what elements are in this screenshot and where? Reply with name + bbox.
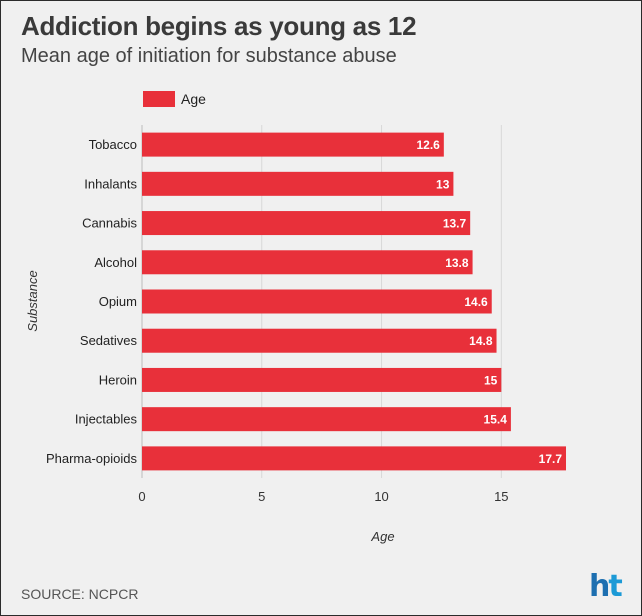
category-label: Sedatives [80, 333, 138, 348]
bar [142, 367, 502, 392]
bar [142, 328, 497, 353]
x-tick-label: 0 [138, 489, 145, 504]
category-label: Tobacco [89, 137, 137, 152]
legend-swatch [143, 91, 175, 107]
chart-subtitle: Mean age of initiation for substance abu… [21, 45, 397, 67]
bar-value-label: 14.6 [464, 295, 488, 309]
bar [142, 446, 566, 471]
category-label: Opium [99, 294, 137, 309]
x-tick-label: 10 [374, 489, 388, 504]
x-tick-label: 5 [258, 489, 265, 504]
bar [142, 132, 444, 157]
bar-value-label: 17.7 [539, 452, 563, 466]
category-label: Alcohol [94, 255, 137, 270]
x-tick-label: 15 [494, 489, 508, 504]
bar [142, 289, 492, 314]
bar-value-label: 13.7 [443, 217, 467, 231]
bar-value-label: 13 [436, 177, 450, 191]
category-label: Inhalants [84, 176, 137, 191]
category-label: Injectables [75, 412, 138, 427]
bar [142, 171, 454, 196]
bar [142, 211, 471, 236]
x-axis-title: Age [370, 529, 394, 544]
bar-value-label: 14.8 [469, 334, 493, 348]
y-axis-title: Substance [25, 270, 40, 331]
bar-value-label: 15.4 [484, 413, 508, 427]
category-label: Heroin [99, 372, 137, 387]
bar-value-label: 13.8 [445, 256, 469, 270]
ht-logo: ht [589, 569, 623, 604]
bar [142, 407, 511, 432]
category-label: Cannabis [82, 216, 137, 231]
legend: Age [143, 91, 206, 107]
legend-label: Age [181, 91, 206, 107]
source-note: SOURCE: NCPCR [21, 586, 139, 602]
bar-value-label: 12.6 [416, 138, 440, 152]
category-label: Pharma-opioids [46, 451, 138, 466]
bar-chart: 0 5 10 15 Tobacco 12.6 Inhalants 13 Cannabis 13.7… [25, 125, 566, 544]
bar-value-label: 15 [484, 373, 498, 387]
chart-title: Addiction begins as young as 12 [21, 11, 417, 41]
bar [142, 250, 473, 275]
